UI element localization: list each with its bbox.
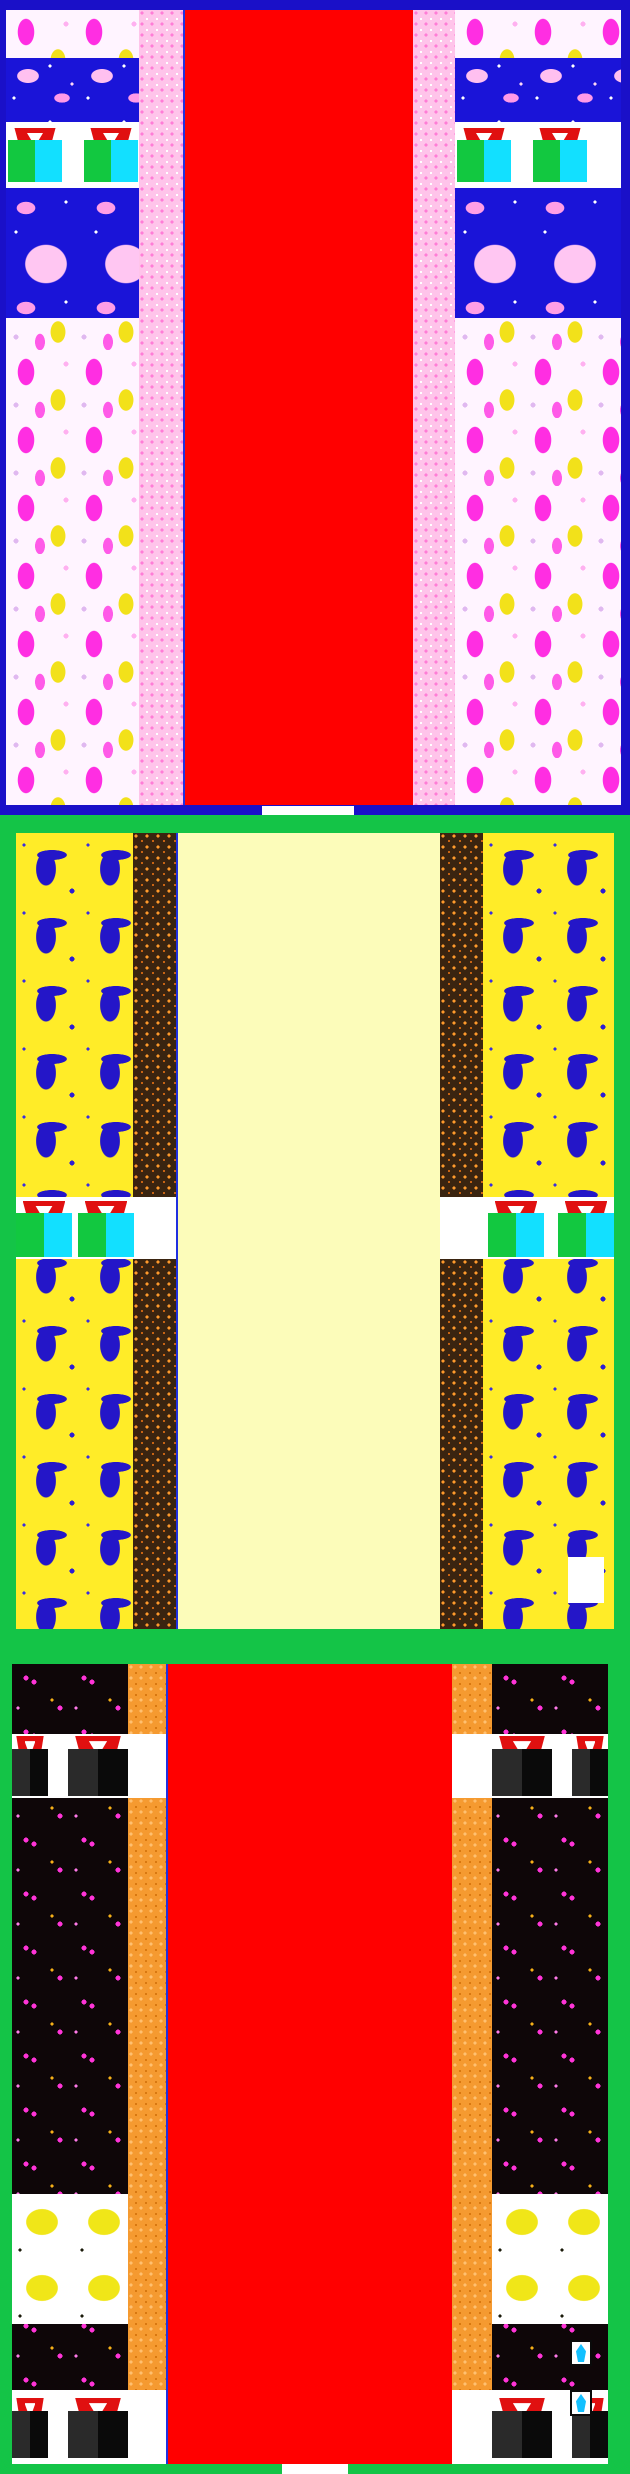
left-track-edge	[133, 833, 176, 1197]
right-block-row	[452, 1734, 608, 1798]
left-cloud-strip-bottom	[6, 188, 139, 318]
block-cube-icon	[68, 1736, 128, 1796]
life-icon	[570, 2390, 592, 2416]
left-cloud-strip-top	[6, 58, 139, 122]
level-2-screen	[0, 815, 630, 1650]
block-cube-icon	[12, 2398, 48, 2458]
hud-panel	[568, 1557, 604, 1603]
hud-panel	[262, 806, 354, 815]
right-block-row	[440, 1197, 614, 1259]
level-3-screen	[0, 1650, 630, 2474]
left-track-edge-lower	[133, 1259, 176, 1629]
block-cube-icon	[457, 128, 511, 182]
right-rock-strip	[492, 2194, 608, 2324]
life-icon	[570, 2340, 592, 2366]
hud-panel	[282, 2464, 348, 2474]
left-track-edge-mid	[128, 1798, 166, 2390]
race-track	[166, 1664, 456, 2464]
left-track-edge	[128, 1664, 166, 1734]
left-track-edge	[139, 10, 183, 805]
block-cube-icon	[492, 1736, 552, 1796]
left-block-row	[6, 122, 139, 188]
left-rock-strip	[12, 2194, 128, 2324]
right-track-edge-lower	[440, 1259, 483, 1629]
left-block-row	[12, 1734, 166, 1798]
left-block-row	[16, 1197, 176, 1259]
block-cube-icon	[558, 1201, 614, 1257]
race-track	[183, 10, 417, 805]
level-1-screen	[0, 0, 630, 815]
right-track-edge	[440, 833, 483, 1197]
race-track	[176, 833, 444, 1629]
right-track-edge	[452, 1664, 492, 1734]
block-cube-icon	[16, 1201, 72, 1257]
right-track-edge-mid	[452, 1798, 492, 2390]
left-block-row-lower	[12, 2390, 166, 2464]
block-cube-icon	[8, 128, 62, 182]
right-cloud-strip-bottom	[455, 188, 621, 318]
block-cube-icon	[68, 2398, 128, 2458]
right-block-row	[455, 122, 621, 188]
block-cube-icon	[533, 128, 587, 182]
block-cube-icon	[488, 1201, 544, 1257]
block-cube-icon	[572, 2398, 608, 2458]
right-track-edge	[413, 10, 455, 805]
right-cloud-strip-top	[455, 58, 621, 122]
block-cube-icon	[12, 1736, 48, 1796]
block-cube-icon	[572, 1736, 608, 1796]
block-cube-icon	[84, 128, 138, 182]
block-cube-icon	[492, 2398, 552, 2458]
block-cube-icon	[78, 1201, 134, 1257]
